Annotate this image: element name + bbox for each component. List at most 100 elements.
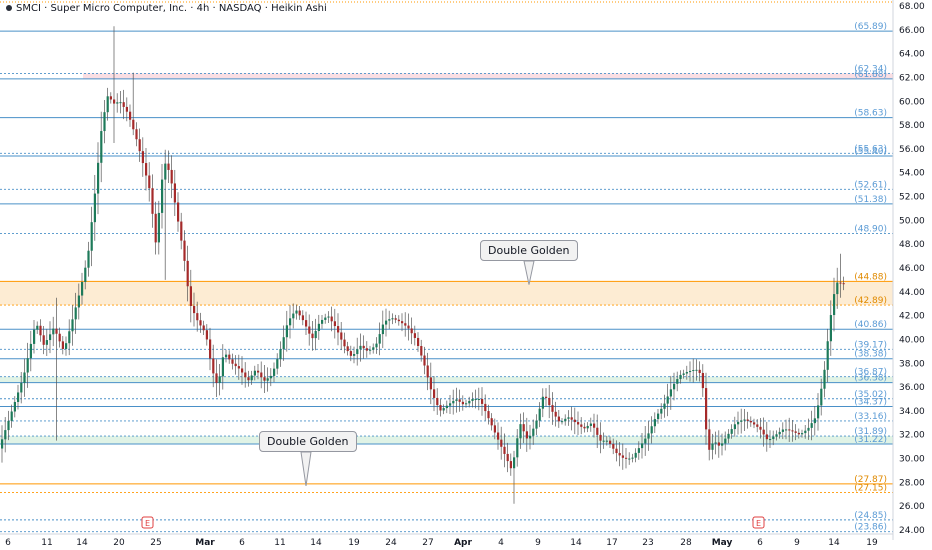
candle-body bbox=[266, 378, 269, 381]
candle-body bbox=[343, 339, 346, 347]
candle-body bbox=[461, 401, 464, 405]
candle-body bbox=[529, 435, 532, 439]
candle-body bbox=[84, 267, 87, 282]
candle-body bbox=[327, 316, 330, 318]
candle-body bbox=[113, 99, 116, 104]
candle-body bbox=[493, 425, 496, 433]
candle-body bbox=[372, 347, 375, 350]
x-tick-label: 23 bbox=[642, 538, 653, 548]
candle-body bbox=[106, 96, 109, 113]
x-tick-label: Mar bbox=[195, 538, 215, 548]
candle-body bbox=[698, 369, 701, 373]
candle-body bbox=[218, 376, 221, 383]
candle-body bbox=[497, 432, 500, 440]
candle-body bbox=[314, 330, 317, 339]
candle-body bbox=[513, 457, 516, 469]
candle-body bbox=[4, 430, 7, 440]
candle-body bbox=[721, 443, 724, 446]
price-level-label: (51.38) bbox=[854, 195, 887, 205]
chart-title: SMCI · Super Micro Computer, Inc. · 4h ·… bbox=[6, 3, 327, 14]
candle-body bbox=[199, 320, 202, 326]
candle-body bbox=[474, 399, 477, 400]
y-tick-label: 52.00 bbox=[899, 193, 925, 203]
candle-body bbox=[727, 433, 730, 439]
candle-body bbox=[221, 357, 224, 377]
candle-body bbox=[471, 399, 474, 401]
candle-body bbox=[119, 102, 122, 104]
callout-tail bbox=[300, 451, 312, 487]
candle-body bbox=[439, 405, 442, 411]
annotation-callout[interactable]: Double Golden bbox=[480, 240, 578, 261]
x-tick-label: 4 bbox=[498, 538, 504, 548]
candle-body bbox=[557, 416, 560, 422]
candle-body bbox=[29, 343, 32, 359]
candle-body bbox=[714, 442, 717, 444]
price-level-label: (52.61) bbox=[854, 180, 887, 190]
candle-body bbox=[788, 429, 791, 431]
candle-body bbox=[644, 438, 647, 444]
candle-body bbox=[823, 369, 826, 389]
candle-body bbox=[772, 436, 775, 440]
candle-body bbox=[388, 319, 391, 321]
candle-body bbox=[669, 389, 672, 397]
annotation-callout[interactable]: Double Golden bbox=[259, 431, 357, 452]
y-tick-label: 48.00 bbox=[899, 240, 925, 250]
candle-body bbox=[333, 321, 336, 327]
candle-body bbox=[637, 448, 640, 453]
candle-body bbox=[612, 443, 615, 449]
x-tick-label: 24 bbox=[385, 538, 397, 548]
candle-body bbox=[26, 358, 29, 373]
candle-body bbox=[673, 383, 676, 390]
price-level-label: (23.86) bbox=[854, 523, 887, 533]
candle-body bbox=[455, 399, 458, 401]
x-tick-label: 6 bbox=[239, 538, 245, 548]
candle-body bbox=[733, 424, 736, 430]
candle-body bbox=[695, 369, 698, 371]
price-level-label: (39.17) bbox=[854, 340, 887, 350]
candle-body bbox=[685, 372, 688, 374]
candle-body bbox=[289, 318, 292, 326]
candle-body bbox=[810, 423, 813, 428]
price-level-label: (27.87) bbox=[854, 475, 887, 485]
y-tick-label: 30.00 bbox=[899, 455, 925, 465]
candle-body bbox=[23, 372, 26, 383]
candle-body bbox=[541, 396, 544, 409]
earnings-marker-label: E bbox=[145, 519, 150, 528]
x-tick-label: 9 bbox=[794, 538, 800, 548]
price-level-label: (61.88) bbox=[854, 70, 887, 80]
candle-body bbox=[212, 358, 215, 374]
candle-body bbox=[602, 440, 605, 442]
candle-body bbox=[631, 457, 634, 459]
x-tick-label: 19 bbox=[348, 538, 360, 548]
candle-body bbox=[81, 281, 84, 296]
y-tick-label: 60.00 bbox=[899, 97, 925, 107]
candle-body bbox=[817, 405, 820, 419]
candle-body bbox=[394, 318, 397, 320]
candle-body bbox=[225, 354, 228, 358]
candle-body bbox=[234, 363, 237, 367]
candle-body bbox=[807, 427, 810, 431]
candle-body bbox=[285, 325, 288, 338]
candle-body bbox=[487, 411, 490, 419]
candle-body bbox=[797, 432, 800, 435]
candle-body bbox=[215, 373, 218, 383]
price-level-label: (62.34) bbox=[854, 64, 887, 74]
candle-body bbox=[167, 163, 170, 170]
candle-body bbox=[116, 102, 119, 104]
candle-body bbox=[647, 433, 650, 439]
candle-body bbox=[340, 332, 343, 340]
candle-body bbox=[785, 429, 788, 431]
price-level-label: (48.90) bbox=[854, 224, 887, 234]
candle-body bbox=[330, 316, 333, 322]
candle-body bbox=[17, 392, 20, 402]
candle-body bbox=[77, 295, 80, 308]
candle-body bbox=[701, 372, 704, 389]
candle-body bbox=[337, 326, 340, 333]
price-level-label: (27.15) bbox=[854, 483, 887, 493]
price-level-label: (34.37) bbox=[854, 398, 887, 408]
candle-body bbox=[596, 427, 599, 435]
x-tick-label: 14 bbox=[570, 538, 582, 548]
x-tick-label: 6 bbox=[5, 538, 11, 548]
candle-body bbox=[273, 368, 276, 376]
price-zone bbox=[0, 281, 893, 306]
